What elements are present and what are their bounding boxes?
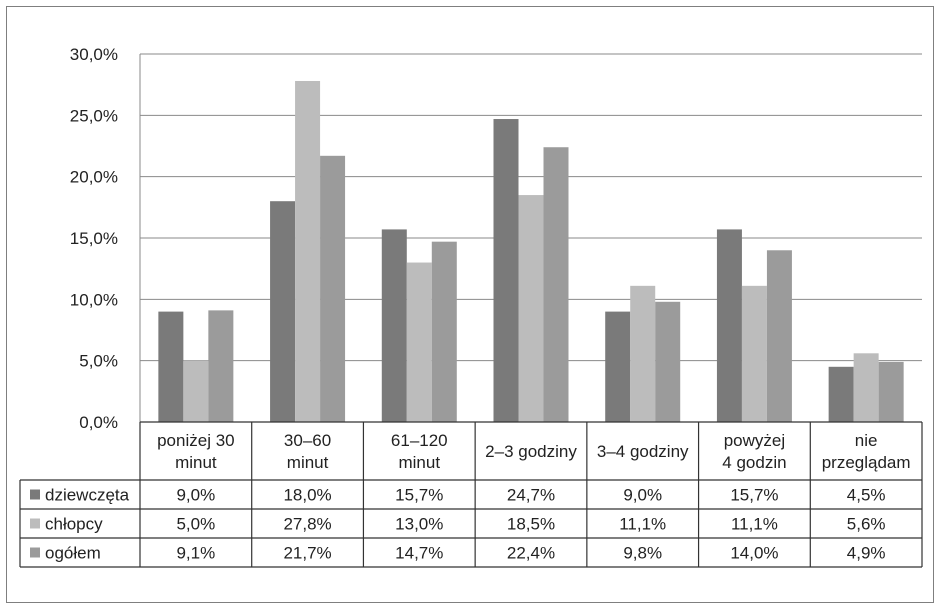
table-value: 21,7% <box>283 544 331 563</box>
table-value: 22,4% <box>507 544 555 563</box>
bar-ogółem <box>431 241 457 422</box>
category-label: powyżej <box>724 431 785 450</box>
legend-swatch-chłopcy <box>30 518 40 529</box>
table-value: 15,7% <box>730 486 778 505</box>
category-label: przeglądam <box>822 453 911 472</box>
table-value: 9,1% <box>176 544 215 563</box>
y-tick-label: 10,0% <box>70 290 118 309</box>
category-label: 2–3 godziny <box>485 442 577 461</box>
table-value: 5,0% <box>176 515 215 534</box>
category-label: 4 godzin <box>722 453 786 472</box>
table-value: 13,0% <box>395 515 443 534</box>
table-value: 27,8% <box>283 515 331 534</box>
table-value: 5,6% <box>847 515 886 534</box>
table-value: 14,0% <box>730 544 778 563</box>
table-value: 9,8% <box>623 544 662 563</box>
category-label: 30–60 <box>284 431 331 450</box>
table-value: 18,5% <box>507 515 555 534</box>
bar-ogółem <box>878 361 904 422</box>
category-label: 61–120 <box>391 431 448 450</box>
category-label: minut <box>398 453 440 472</box>
y-tick-label: 15,0% <box>70 229 118 248</box>
bar-chłopcy <box>741 285 767 422</box>
bar-dziewczęta <box>270 201 296 422</box>
bar-dziewczęta <box>381 229 407 422</box>
bar-chłopcy <box>630 285 656 422</box>
y-tick-label: 30,0% <box>70 45 118 64</box>
table-value: 14,7% <box>395 544 443 563</box>
legend-swatch-dziewczęta <box>30 489 40 500</box>
y-tick-label: 25,0% <box>70 106 118 125</box>
table-value: 11,1% <box>619 515 666 534</box>
category-label: minut <box>175 453 217 472</box>
bar-ogółem <box>655 301 681 422</box>
bar-dziewczęta <box>716 229 742 422</box>
y-tick-label: 5,0% <box>79 352 118 371</box>
bar-ogółem <box>766 250 792 422</box>
legend-swatch-ogółem <box>30 547 40 558</box>
category-label: minut <box>287 453 329 472</box>
table-value: 15,7% <box>395 486 443 505</box>
bar-dziewczęta <box>828 366 854 422</box>
bar-chłopcy <box>406 262 432 422</box>
bar-chłopcy <box>295 80 321 422</box>
category-label: nie <box>855 431 878 450</box>
bar-chłopcy <box>518 195 544 422</box>
bar-ogółem <box>543 147 569 422</box>
bar-ogółem <box>208 310 234 422</box>
table-value: 18,0% <box>283 486 331 505</box>
legend-label-ogółem: ogółem <box>45 544 101 563</box>
legend-label-chłopcy: chłopcy <box>45 515 103 534</box>
table-value: 9,0% <box>176 486 215 505</box>
table-value: 4,9% <box>847 544 886 563</box>
category-label: poniżej 30 <box>157 431 235 450</box>
bar-dziewczęta <box>158 311 184 422</box>
y-tick-label: 0,0% <box>79 413 118 432</box>
bar-chłopcy <box>183 360 209 422</box>
table-value: 9,0% <box>623 486 662 505</box>
bar-ogółem <box>320 155 346 422</box>
y-tick-label: 20,0% <box>70 168 118 187</box>
table-value: 4,5% <box>847 486 886 505</box>
table-value: 11,1% <box>731 515 778 534</box>
bar-chłopcy <box>853 353 879 422</box>
bar-dziewczęta <box>493 119 519 422</box>
table-value: 24,7% <box>507 486 555 505</box>
bar-dziewczęta <box>605 311 631 422</box>
category-label: 3–4 godziny <box>597 442 689 461</box>
legend-label-dziewczęta: dziewczęta <box>45 486 130 505</box>
